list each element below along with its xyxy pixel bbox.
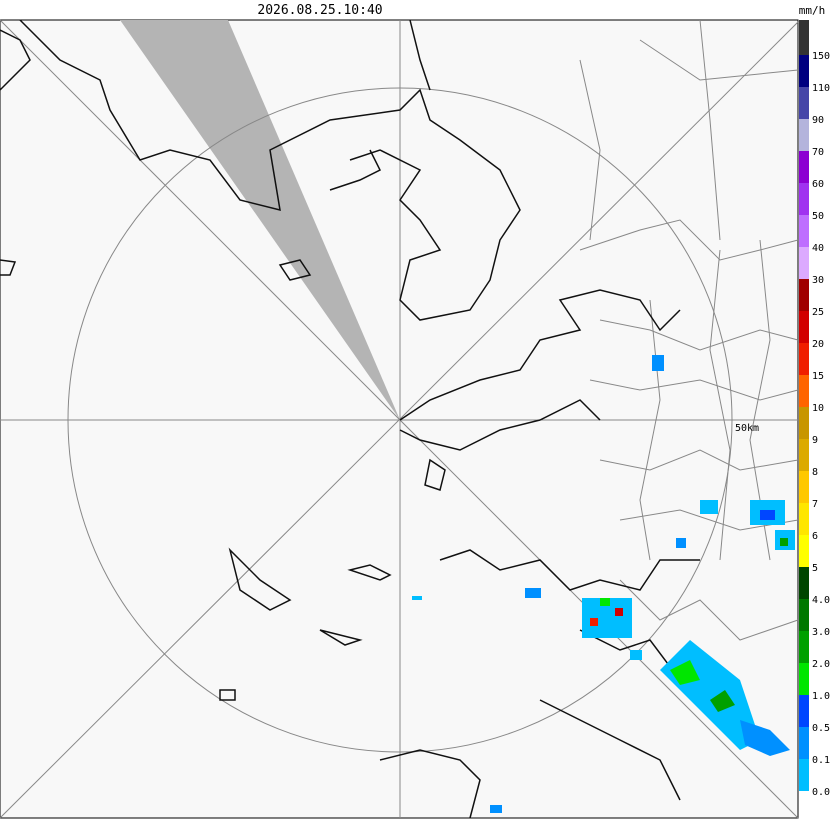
legend-label: 5 (812, 563, 818, 574)
legend-label: 0.0 (812, 787, 830, 798)
legend-swatch (799, 695, 809, 727)
legend-swatch (799, 119, 809, 151)
legend-swatch (799, 247, 809, 279)
legend-swatch (799, 375, 809, 407)
legend-label: 20 (812, 339, 824, 350)
legend-label: 30 (812, 275, 824, 286)
range-label: 50km (735, 423, 759, 434)
legend-label: 7 (812, 499, 818, 510)
legend-label: 1.0 (812, 691, 830, 702)
legend-label: 150 (812, 51, 830, 62)
blocked-sector (120, 20, 400, 420)
legend-label: 0.5 (812, 723, 830, 734)
legend-swatch (799, 471, 809, 503)
legend-swatch (799, 215, 809, 247)
legend-label: 15 (812, 371, 824, 382)
timestamp: 2026.08.25.10:40 (257, 3, 382, 18)
legend-swatch (799, 759, 809, 791)
legend-label: 8 (812, 467, 818, 478)
legend: 150 110 90 70 60 50 40 30 25 20 15 10 9 8 7 6 5 4.0 3.0 2.0… (799, 20, 830, 818)
legend-label: 110 (812, 83, 830, 94)
legend-label: 40 (812, 243, 824, 254)
legend-swatch (799, 535, 809, 567)
legend-swatch (799, 407, 809, 439)
legend-swatch (799, 727, 809, 759)
legend-swatch (799, 151, 809, 183)
unit: mm/h (799, 4, 826, 17)
legend-swatch (799, 87, 809, 119)
legend-swatch (799, 791, 809, 818)
legend-label: 6 (812, 531, 818, 542)
legend-swatch (799, 343, 809, 375)
legend-label: 3.0 (812, 627, 830, 638)
legend-label: 50 (812, 211, 824, 222)
legend-label: 25 (812, 307, 824, 318)
legend-label: 9 (812, 435, 818, 446)
range-rings (0, 19, 799, 819)
legend-label: 0.1 (812, 755, 830, 766)
map: 50km (0, 19, 799, 819)
legend-swatch (799, 503, 809, 535)
legend-swatch (799, 599, 809, 631)
precipitation (412, 355, 795, 813)
legend-swatch (799, 183, 809, 215)
legend-swatch (799, 20, 809, 55)
legend-swatch (799, 55, 809, 87)
legend-label: 60 (812, 179, 824, 190)
coastline (0, 19, 721, 819)
legend-swatch (799, 439, 809, 471)
legend-swatch (799, 279, 809, 311)
legend-label: 70 (812, 147, 824, 158)
legend-swatch (799, 663, 809, 695)
legend-label: 2.0 (812, 659, 830, 670)
legend-swatch (799, 311, 809, 343)
legend-swatch (799, 567, 809, 599)
legend-swatch (799, 631, 809, 663)
legend-label: 10 (812, 403, 824, 414)
legend-label: 90 (812, 115, 824, 126)
legend-label: 4.0 (812, 595, 830, 606)
